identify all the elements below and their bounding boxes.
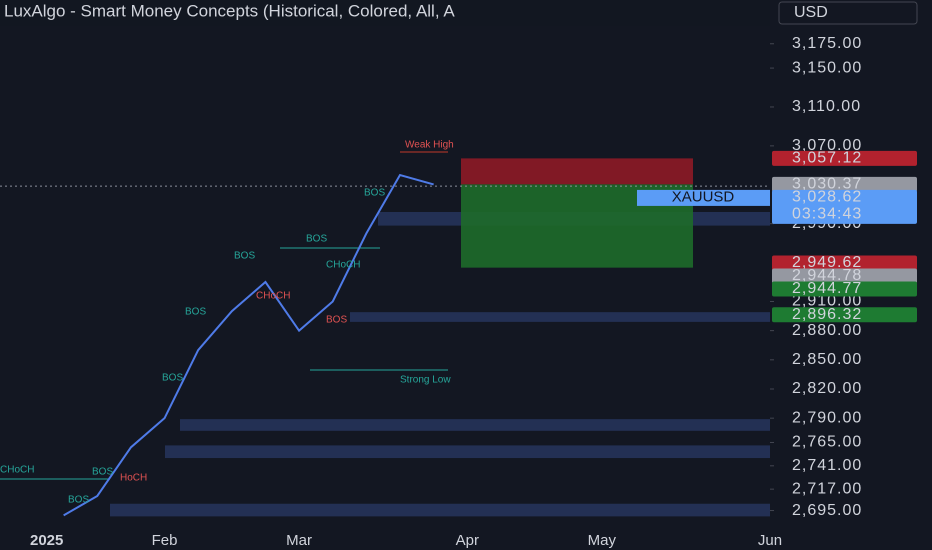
price-tag [772,189,917,224]
y-tick-label: 2,790.00 [792,409,862,426]
annotation: CHoCH [256,291,290,302]
price-tag [772,307,917,323]
annotation: BOS [364,188,385,199]
annotation: BOS [306,234,327,245]
annotation: BOS [326,315,347,326]
annotation: BOS [68,495,89,506]
price-tag [772,281,917,297]
y-tick-label: 3,110.00 [792,98,861,115]
price-tag-label: 3,030.37 [792,176,862,193]
x-tick-label: Feb [152,532,178,549]
y-tick-label: 3,175.00 [792,35,862,52]
price-tag-label: 2,944.77 [792,280,862,297]
y-tick-label: 2,717.00 [792,480,862,497]
x-tick-label: May [588,532,617,549]
order-block [110,503,770,517]
x-tick-label: Apr [456,532,479,549]
order-block [180,419,770,431]
symbol: XAUUSD [672,188,735,205]
price-tag-label: 2,949.62 [792,254,862,271]
countdown: 03:34:43 [792,206,862,223]
annotation: HoCH [120,473,147,484]
y-tick-label: 2,910.00 [792,293,862,310]
price-tag [772,176,917,192]
price-tag-label: 2,896.32 [792,306,862,323]
annotation: BOS [234,251,255,262]
y-tick-label: 2,820.00 [792,380,862,397]
annotation: Strong Low [400,375,451,386]
price-tag-label: 3,028.62 [792,189,862,206]
price-tag [772,150,917,166]
y-tick-label: 3,070.00 [792,137,862,154]
y-tick-label: 2,765.00 [792,434,862,451]
annotation: CHoCH [0,465,34,476]
annotation: BOS [162,373,183,384]
annotation: CHoCH [326,260,360,271]
price-tag-label: 3,057.12 [792,150,862,167]
y-tick-label: 2,741.00 [792,457,862,474]
y-tick-label: 2,880.00 [792,322,862,339]
title-backdrop [0,0,770,26]
annotation: BOS [92,467,113,478]
order-block [350,312,770,322]
currency-box[interactable] [778,1,918,25]
price-tag [772,268,917,284]
y-tick-label: 2,695.00 [792,502,862,519]
price-tag [772,255,917,271]
x-tick-label: 2025 [30,532,63,549]
order-block [165,445,770,459]
y-tick-label: 2,850.00 [792,351,862,368]
x-tick-label: Mar [286,532,312,549]
annotation: Weak High [405,140,454,151]
price-line [63,173,434,517]
y-tick-label: 3,150.00 [792,59,862,76]
annotation: BOS [185,307,206,318]
currency[interactable]: USD [794,4,828,21]
chart-title: LuxAlgo - Smart Money Concepts (Historic… [4,1,455,20]
price-tag-label: 2,944.78 [792,267,862,284]
stop-zone [461,158,693,185]
symbol-tag [637,189,770,206]
x-tick-label: Jun [758,532,782,549]
